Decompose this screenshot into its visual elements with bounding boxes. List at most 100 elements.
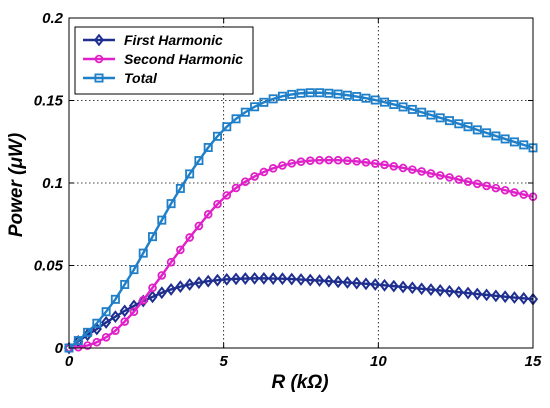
total-square-marker	[389, 99, 399, 109]
second-harmonic-circle-marker	[426, 169, 436, 178]
total-square-marker	[454, 119, 464, 129]
total-square-marker	[194, 156, 204, 166]
total-square-marker	[110, 294, 120, 304]
first-harmonic-diamond-marker	[388, 279, 399, 293]
first-harmonic-diamond-marker	[351, 276, 362, 290]
second-harmonic-circle-marker	[315, 155, 324, 165]
x-tick-label: 10	[370, 353, 387, 370]
total-square-marker	[250, 102, 260, 112]
legend-label: Second Harmonic	[124, 51, 243, 67]
second-harmonic-circle-marker	[259, 167, 269, 177]
first-harmonic-diamond-marker	[333, 275, 344, 289]
second-harmonic-circle-marker	[194, 221, 204, 231]
second-harmonic-circle-marker	[408, 165, 417, 174]
legend-item-first-harmonic: First Harmonic	[83, 32, 223, 48]
total-square-marker	[203, 143, 213, 153]
first-harmonic-diamond-marker	[203, 274, 214, 288]
second-harmonic-circle-marker	[519, 190, 529, 199]
second-harmonic-circle-marker	[343, 156, 352, 166]
second-harmonic-circle-marker	[296, 157, 306, 167]
first-harmonic-diamond-marker	[286, 272, 297, 286]
second-harmonic-circle-marker	[157, 271, 167, 280]
total-square-marker	[212, 131, 222, 141]
second-harmonic-circle-marker	[111, 326, 120, 335]
grid	[69, 18, 533, 348]
y-axis-label: Power (μW)	[6, 133, 27, 237]
total-square-marker	[259, 97, 269, 107]
legend-item-total: Total	[83, 70, 158, 86]
first-harmonic-diamond-marker	[101, 316, 112, 329]
second-harmonic-circle-marker	[138, 295, 148, 305]
first-harmonic-diamond-marker	[314, 274, 325, 287]
second-harmonic-circle-marker	[324, 155, 334, 165]
second-harmonic-line	[68, 158, 534, 350]
second-harmonic-circle-marker	[92, 337, 102, 347]
total-square-marker	[231, 114, 241, 124]
total-square-marker	[500, 134, 510, 144]
first-harmonic-diamond-marker	[398, 280, 409, 294]
second-harmonic-circle-marker	[333, 155, 343, 165]
total-square-marker	[519, 140, 529, 150]
first-harmonic-diamond-marker	[500, 290, 511, 304]
total-square-marker	[185, 169, 195, 179]
second-harmonic-circle-marker	[176, 245, 185, 255]
second-harmonic-circle-marker	[305, 156, 315, 166]
total-square-marker	[222, 122, 232, 132]
first-harmonic-diamond-marker	[268, 272, 279, 285]
first-harmonic-diamond-marker	[481, 288, 492, 302]
total-square-marker	[240, 107, 250, 117]
first-harmonic-diamond-marker	[509, 291, 520, 304]
second-harmonic-circle-marker	[203, 210, 213, 219]
legend-second-harmonic-circle-marker	[94, 54, 104, 64]
first-harmonic-diamond-marker	[360, 277, 372, 291]
first-harmonic-diamond-marker	[490, 289, 501, 303]
second-harmonic-circle-marker	[222, 191, 232, 200]
first-harmonic-diamond-marker	[379, 278, 390, 292]
first-harmonic-diamond-marker	[277, 272, 288, 286]
second-harmonic-circle-marker	[287, 159, 297, 168]
legend-box	[74, 26, 254, 95]
second-harmonic-circle-marker	[278, 161, 287, 170]
first-harmonic-diamond-marker	[370, 278, 381, 291]
legend-item-second-harmonic: Second Harmonic	[83, 51, 243, 67]
legend: First Harmonic Second Harmonic Total	[74, 26, 254, 95]
second-harmonic-circle-marker	[241, 177, 250, 186]
total-square-marker	[92, 318, 102, 328]
second-harmonic-series	[64, 155, 538, 353]
total-square-marker	[463, 122, 473, 132]
total-square-marker	[380, 97, 390, 107]
y-tick-label: 0	[55, 340, 64, 357]
first-harmonic-diamond-marker	[221, 272, 232, 286]
x-tick-label: 15	[525, 353, 542, 370]
first-harmonic-diamond-marker	[407, 281, 418, 295]
second-harmonic-circle-marker	[268, 164, 278, 173]
second-harmonic-circle-marker	[417, 167, 426, 176]
total-square-marker	[491, 131, 501, 141]
second-harmonic-circle-marker	[380, 160, 389, 170]
first-harmonic-diamond-marker	[444, 284, 455, 298]
total-square-marker	[398, 102, 408, 112]
first-harmonic-diamond-marker	[184, 278, 195, 291]
total-square-marker	[148, 232, 158, 242]
x-axis-label: R (kΩ)	[271, 372, 328, 393]
second-harmonic-circle-marker	[361, 158, 371, 167]
first-harmonic-diamond-marker	[156, 286, 167, 300]
second-harmonic-circle-marker	[250, 172, 259, 181]
y-tick-label: 0.05	[34, 258, 64, 275]
second-harmonic-circle-marker	[101, 332, 111, 342]
first-harmonic-diamond-marker	[166, 283, 177, 296]
second-harmonic-circle-marker	[213, 199, 222, 209]
legend-label: Total	[124, 70, 158, 86]
first-harmonic-diamond-marker	[147, 290, 158, 304]
second-harmonic-circle-marker	[473, 179, 482, 189]
first-harmonic-diamond-marker	[230, 272, 242, 286]
legend-label: First Harmonic	[124, 32, 223, 48]
first-harmonic-diamond-marker	[175, 280, 186, 294]
legend-total-square-marker	[94, 73, 104, 83]
total-square-marker	[417, 107, 427, 117]
first-harmonic-diamond-marker	[249, 271, 260, 285]
first-harmonic-diamond-marker	[295, 273, 307, 286]
total-square-marker	[166, 199, 176, 209]
first-harmonic-diamond-marker	[119, 304, 130, 318]
